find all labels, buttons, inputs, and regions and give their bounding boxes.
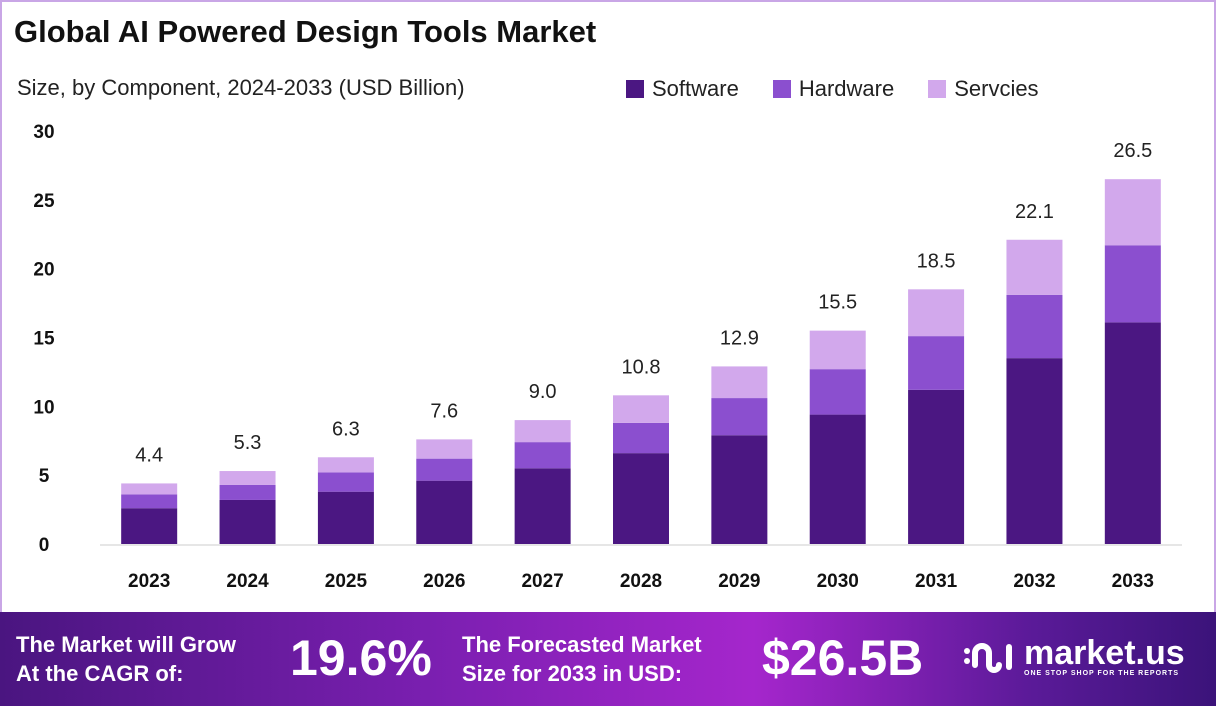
legend-swatch — [772, 80, 791, 98]
legend-label: Hardware — [798, 76, 895, 101]
bar-segment-hardware — [809, 369, 866, 415]
bar-segment-hardware — [219, 484, 276, 500]
total-data-label: 15.5 — [818, 292, 857, 314]
legend-label: Software — [652, 76, 739, 101]
bar-segment-hardware — [1006, 294, 1063, 359]
y-tick-label: 10 — [33, 397, 54, 418]
bar-segment-servcies — [1104, 179, 1161, 246]
bar-segment-servcies — [908, 289, 965, 337]
market-us-logo: market.us ONE STOP SHOP FOR THE REPORTS — [962, 636, 1185, 677]
bar-segment-servcies — [1006, 239, 1063, 295]
x-tick-label: 2023 — [128, 571, 170, 592]
legend-swatch — [626, 80, 644, 98]
cagr-label-line: The Market will Grow — [16, 632, 237, 657]
legend-item-services: Servcies — [928, 76, 1039, 102]
bar-segment-software — [908, 389, 965, 544]
logo-name: market.us — [1024, 634, 1185, 672]
total-data-label: 12.9 — [720, 327, 759, 349]
forecast-value: $26.5B — [762, 630, 924, 686]
legend-item-hardware: Hardware — [772, 76, 895, 102]
bar-segment-servcies — [514, 420, 571, 443]
x-tick-label: 2025 — [325, 571, 368, 592]
stacked-bar-chart: 0510152025304.420235.320246.320257.62026… — [33, 122, 1182, 592]
x-tick-label: 2024 — [226, 571, 269, 592]
x-tick-label: 2033 — [1112, 571, 1154, 592]
footer-banner: The Market will Grow At the CAGR of: 19.6… — [0, 612, 1216, 706]
bar-segment-hardware — [711, 398, 768, 436]
bar-segment-servcies — [317, 457, 374, 473]
bar-segment-hardware — [514, 442, 571, 469]
total-data-label: 7.6 — [430, 400, 458, 422]
bar-segment-hardware — [317, 472, 374, 492]
x-tick-label: 2031 — [915, 571, 958, 592]
bar-segment-software — [711, 435, 768, 544]
x-tick-label: 2032 — [1013, 571, 1055, 592]
bar-segment-software — [416, 480, 473, 544]
bar-segment-hardware — [908, 336, 965, 390]
forecast-label: The Forecasted Market Size for 2033 in US… — [462, 630, 702, 688]
bar-segment-hardware — [416, 458, 473, 481]
logo-tagline: ONE STOP SHOP FOR THE REPORTS — [1024, 670, 1180, 677]
logo-icon — [964, 642, 1012, 673]
chart-subtitle: Size, by Component, 2024-2033 (USD Billi… — [17, 75, 465, 100]
total-data-label: 26.5 — [1113, 140, 1152, 162]
y-tick-label: 0 — [39, 535, 50, 556]
forecast-label-line: The Forecasted Market — [462, 632, 702, 657]
bar-segment-hardware — [1104, 245, 1161, 323]
x-tick-label: 2026 — [423, 571, 465, 592]
total-data-label: 18.5 — [917, 250, 956, 272]
bar-segment-servcies — [711, 366, 768, 399]
chart-title: Global AI Powered Design Tools Market — [14, 14, 597, 49]
x-tick-label: 2030 — [817, 571, 859, 592]
legend-item-software: Software — [626, 76, 739, 102]
bar-segment-software — [1104, 322, 1161, 544]
x-tick-label: 2027 — [521, 571, 563, 592]
total-data-label: 6.3 — [332, 418, 360, 440]
total-data-label: 9.0 — [529, 381, 557, 403]
total-data-label: 4.4 — [135, 444, 163, 466]
bar-segment-servcies — [613, 395, 669, 423]
bar-segment-software — [1006, 358, 1063, 544]
total-data-label: 5.3 — [234, 432, 262, 454]
bar-segment-software — [121, 508, 178, 544]
bar-segment-servcies — [416, 439, 473, 459]
y-tick-label: 30 — [33, 122, 54, 143]
x-tick-label: 2028 — [620, 571, 662, 592]
bar-segment-software — [613, 453, 669, 544]
total-data-label: 10.8 — [622, 356, 661, 378]
legend: Software Hardware Servcies — [626, 76, 1039, 102]
x-tick-label: 2029 — [718, 571, 760, 592]
y-tick-label: 20 — [33, 260, 54, 281]
bar-segment-servcies — [121, 483, 178, 495]
y-tick-label: 15 — [33, 329, 55, 350]
forecast-label-line: Size for 2033 in USD: — [462, 661, 683, 686]
bar-segment-software — [219, 499, 276, 544]
cagr-value: 19.6% — [290, 630, 432, 686]
bar-segment-software — [317, 491, 374, 544]
legend-label: Servcies — [954, 76, 1039, 101]
y-tick-label: 5 — [39, 466, 50, 487]
bar-segment-servcies — [809, 330, 866, 370]
bar-segment-software — [514, 468, 571, 544]
cagr-label-line: At the CAGR of: — [16, 661, 184, 686]
bar-segment-servcies — [219, 471, 276, 485]
legend-swatch — [928, 80, 947, 98]
bar-segment-hardware — [613, 422, 669, 454]
y-tick-label: 25 — [33, 191, 55, 212]
bar-segment-software — [809, 414, 866, 544]
bar-segment-hardware — [121, 494, 178, 509]
cagr-label: The Market will Grow At the CAGR of: — [16, 630, 236, 688]
total-data-label: 22.1 — [1015, 201, 1054, 223]
